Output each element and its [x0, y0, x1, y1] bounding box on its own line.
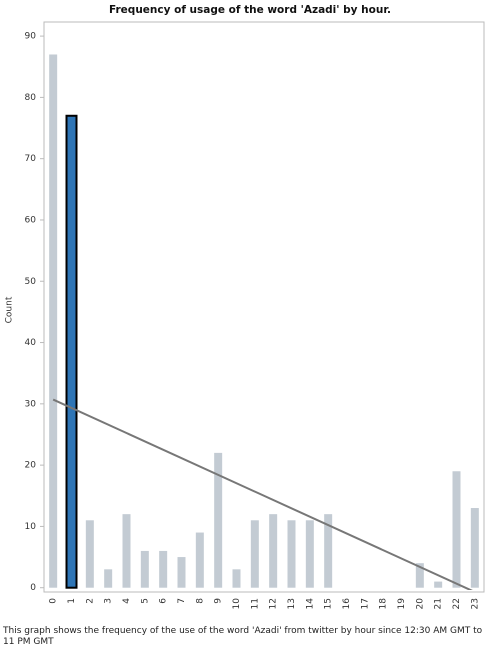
bar [305, 520, 314, 588]
y-tick-label: 20 [25, 461, 37, 471]
x-tick-label: 11 [250, 598, 260, 609]
bar [470, 508, 479, 588]
y-tick-label: 80 [25, 93, 37, 103]
x-tick-label: 10 [232, 598, 242, 610]
x-tick-label: 7 [177, 598, 187, 604]
x-tick-label: 8 [195, 598, 205, 604]
x-tick-label: 13 [287, 598, 297, 609]
bar [214, 452, 223, 588]
x-tick-label: 20 [415, 598, 425, 610]
x-tick-label: 16 [342, 598, 352, 610]
x-tick-label: 3 [104, 598, 114, 604]
bar [324, 514, 333, 588]
bar [434, 581, 443, 588]
bar [159, 550, 168, 588]
y-tick-label: 60 [25, 215, 37, 225]
x-tick-label: 6 [159, 598, 169, 604]
y-axis-label: Count [5, 296, 15, 323]
bar [65, 114, 78, 589]
x-tick-label: 23 [470, 598, 480, 609]
x-tick-label: 9 [214, 598, 224, 604]
bar [85, 520, 94, 588]
y-tick-label: 50 [25, 277, 37, 287]
bar [250, 520, 259, 588]
x-tick-label: 21 [434, 598, 444, 609]
x-tick-label: 1 [67, 598, 77, 604]
bar [140, 550, 149, 588]
chart-title: Frequency of usage of the word 'Azadi' b… [109, 4, 391, 16]
x-tick-label: 0 [49, 598, 59, 604]
bar [104, 569, 113, 588]
bar [122, 514, 131, 588]
x-tick-label: 15 [324, 598, 334, 609]
x-tick-label: 17 [360, 598, 370, 609]
bar [195, 532, 204, 588]
y-tick-label: 30 [25, 399, 37, 409]
bar [49, 54, 58, 588]
bar [452, 471, 461, 588]
bar [177, 557, 186, 588]
x-tick-label: 22 [452, 598, 462, 609]
y-tick-label: 70 [25, 154, 37, 164]
plot-frame [43, 21, 485, 593]
bar [232, 569, 241, 588]
bar [415, 563, 424, 588]
bar [287, 520, 296, 588]
x-tick-label: 14 [305, 598, 315, 610]
chart: Frequency of usage of the word 'Azadi' b… [5, 4, 485, 610]
x-tick-label: 12 [269, 598, 279, 609]
trend-line [52, 398, 473, 590]
y-tick-label: 10 [25, 522, 37, 532]
x-tick-label: 4 [122, 598, 132, 604]
y-tick-label: 0 [30, 583, 36, 593]
y-tick-label: 90 [25, 32, 37, 42]
x-tick-label: 5 [140, 598, 150, 604]
y-tick-label: 40 [25, 338, 37, 348]
x-tick-label: 2 [85, 598, 95, 604]
bar [269, 514, 278, 588]
x-tick-label: 18 [379, 598, 389, 610]
x-tick-label: 19 [397, 598, 407, 610]
note: This graph shows the frequency of the us… [3, 626, 483, 647]
